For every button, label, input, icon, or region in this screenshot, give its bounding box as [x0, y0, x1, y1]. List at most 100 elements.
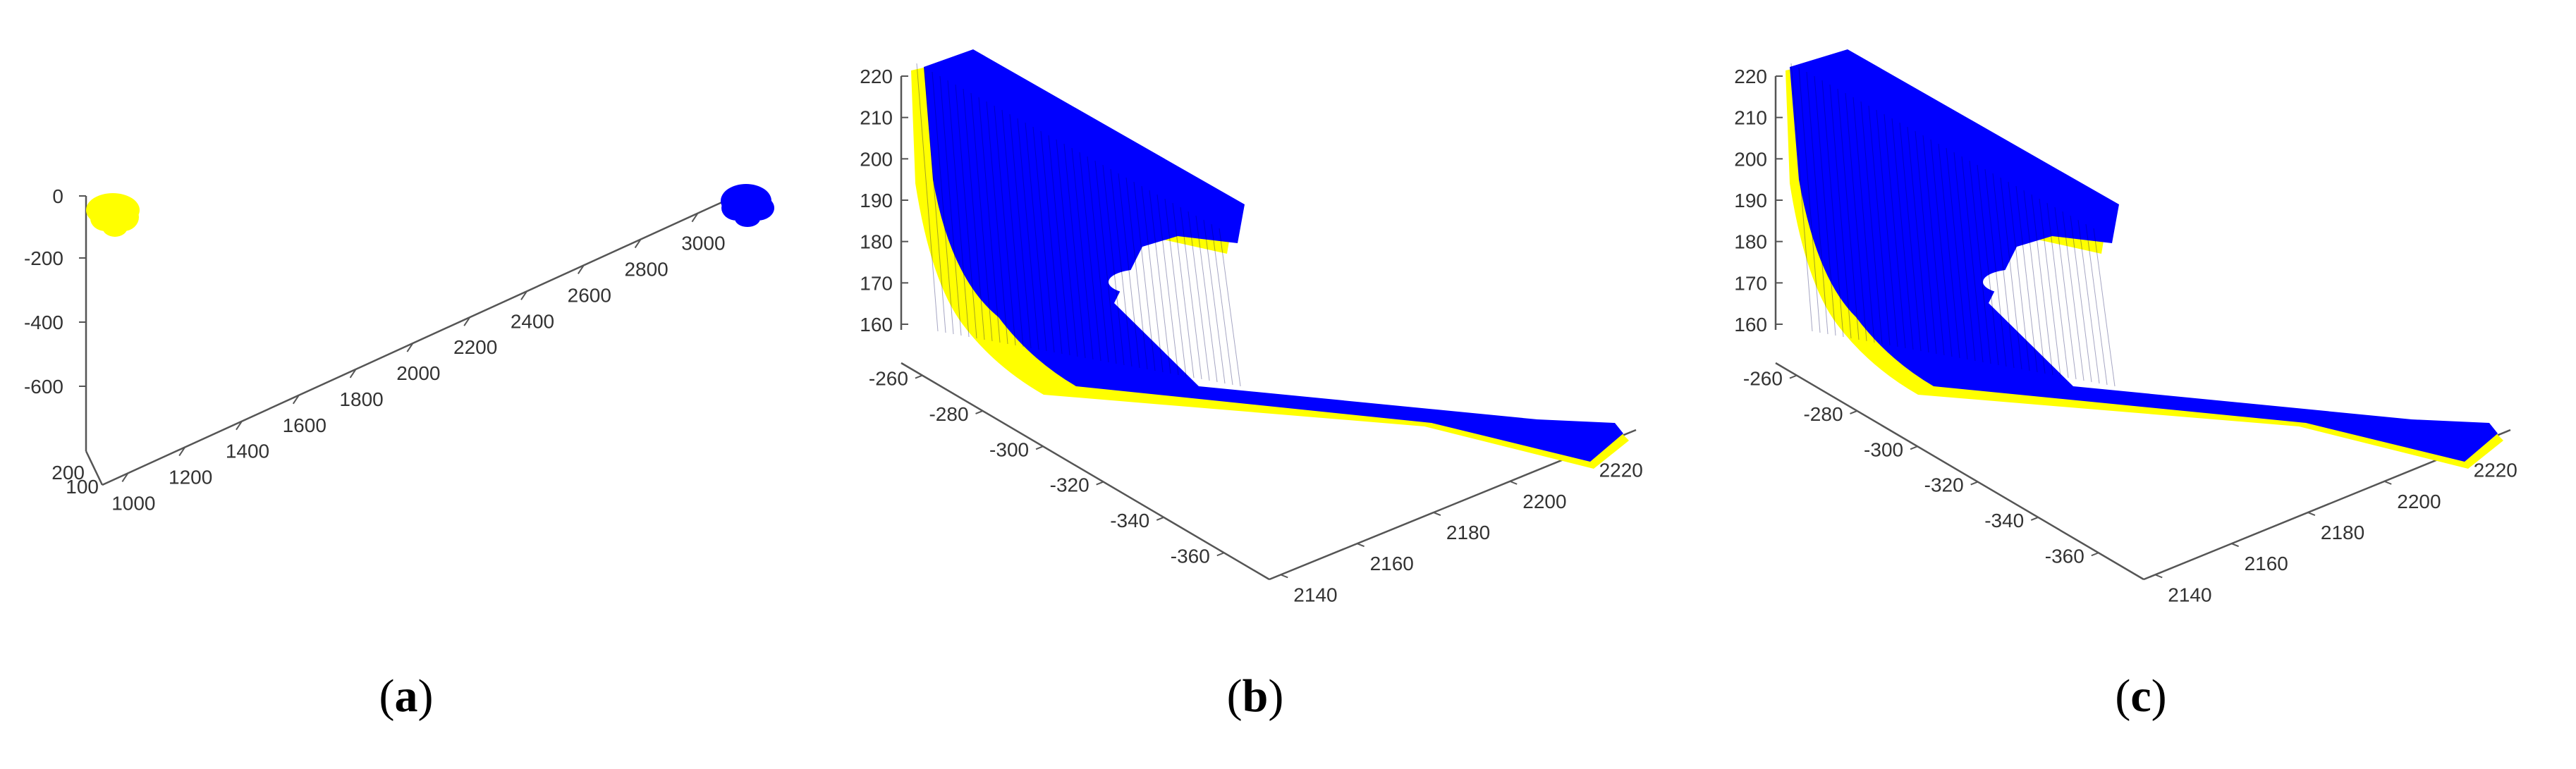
c-mesh-line — [2070, 215, 2092, 383]
b-mesh-lines — [916, 63, 1241, 387]
c-mesh-line — [1899, 122, 1922, 352]
caption-b-letter: b — [1242, 670, 1269, 722]
b-y-tick-mark — [975, 410, 983, 414]
b-mesh-line — [1164, 198, 1187, 377]
b-mesh-line — [1032, 126, 1055, 353]
c-mesh-line — [1806, 71, 1829, 335]
c-hole — [1983, 269, 2051, 295]
b-y-tick-label: -280 — [929, 403, 968, 425]
panel-c: 220 210 200 190 180 170 160 -260 -280 -300 -320 -34… — [1707, 0, 2576, 769]
c-mesh-line — [2077, 219, 2100, 384]
b-mesh-line — [916, 63, 939, 332]
a-z-tick-label: 0 — [52, 185, 63, 207]
b-mesh-line — [1063, 143, 1086, 359]
b-mesh-line — [1156, 194, 1179, 376]
b-y-tick-mark — [1156, 516, 1164, 521]
a-blue-point-cluster — [735, 210, 760, 227]
caption-a: (a) — [336, 670, 477, 723]
c-mesh-line — [2062, 211, 2084, 381]
b-mesh-line — [970, 92, 993, 342]
c-blue-surface — [1790, 49, 2498, 462]
c-mesh-line — [1946, 147, 1968, 360]
b-mesh-line — [1087, 156, 1109, 363]
c-mesh-line — [1992, 173, 2015, 369]
b-x-tick-label: 2180 — [1446, 522, 1490, 543]
b-x-tick-mark — [1509, 480, 1518, 485]
b-mesh-line — [924, 67, 946, 333]
b-mesh-line — [1017, 118, 1039, 350]
c-mesh-line — [1884, 113, 1906, 349]
caption-b: (b) — [1185, 670, 1326, 723]
c-mesh-line — [1961, 156, 1984, 363]
c-mesh-line — [1790, 63, 1813, 332]
c-mesh-line — [2000, 177, 2022, 370]
c-z-tick-label: 220 — [1734, 66, 1767, 87]
c-z-tick-label: 210 — [1734, 107, 1767, 129]
b-mesh-line — [1110, 168, 1133, 367]
b-y-tick-mark — [1096, 481, 1104, 486]
a-series-yellow — [86, 193, 140, 237]
b-y-tick-mark — [1035, 445, 1044, 450]
b-mesh-line — [1001, 109, 1024, 347]
c-mesh-line — [2008, 181, 2030, 371]
c-y-axis-line — [1775, 362, 2144, 581]
b-y-tick-label: -340 — [1110, 510, 1149, 531]
c-mesh-line — [1953, 152, 1976, 362]
c-mesh-line — [1837, 88, 1860, 340]
c-x-tick-label: 2140 — [2168, 584, 2211, 605]
c-mesh-line — [1852, 97, 1875, 343]
c-y-tick-label: -260 — [1743, 368, 1783, 390]
c-mesh-line — [1938, 143, 1960, 359]
b-blue-surface — [924, 49, 1623, 462]
a-x-tick-mark — [349, 369, 357, 379]
c-x-tick-label: 2180 — [2321, 522, 2364, 543]
c-mesh-line — [1868, 105, 1891, 346]
c-mesh-line — [1922, 135, 1945, 356]
c-y-tick-label: -360 — [2045, 545, 2084, 567]
a-x-tick-mark — [236, 421, 243, 431]
c-y-tick-mark — [1789, 374, 1797, 379]
b-series-blue — [924, 49, 1623, 462]
b-z-tick-label: 200 — [860, 148, 893, 170]
a-x-tick-label: 2200 — [453, 336, 497, 358]
b-mesh-line — [1219, 228, 1241, 387]
b-z-tick-label: 160 — [860, 314, 893, 336]
b-mesh-line — [1172, 202, 1195, 379]
b-mesh-line — [1040, 130, 1063, 355]
b-mesh-line — [1141, 185, 1164, 373]
a-x-tick-label: 1400 — [226, 441, 269, 462]
caption-a-close: ) — [417, 670, 434, 722]
b-mesh-line — [947, 80, 970, 338]
c-y-tick-mark — [1910, 445, 1918, 450]
c-mesh-line — [2031, 194, 2053, 376]
a-z-tick-label: -200 — [24, 247, 63, 269]
a-z-tick-label: -400 — [24, 312, 63, 333]
b-mesh-line — [1102, 164, 1125, 366]
a-x-tick-label: 3000 — [681, 233, 725, 254]
c-z-tick-label: 190 — [1734, 190, 1767, 211]
c-mesh-line — [2046, 202, 2069, 379]
c-mesh-line — [1891, 118, 1914, 350]
c-z-tick-label: 170 — [1734, 272, 1767, 294]
c-y-tick-mark — [2091, 552, 2099, 557]
b-z-tick-label: 220 — [860, 66, 893, 87]
a-y-tick-label: 100 — [66, 476, 99, 498]
b-x-tick-mark — [1280, 574, 1288, 579]
a-yellow-point-cluster — [102, 217, 128, 237]
a-x-tick-label: 1600 — [283, 414, 326, 436]
b-hole — [1109, 269, 1176, 295]
c-mesh-line — [2023, 190, 2046, 374]
panel-b: 220 210 200 190 180 170 160 -260 -280 -300 -320 -34… — [832, 0, 1707, 769]
chart-c-plot: 220 210 200 190 180 170 160 -260 -280 -300 -320 -34… — [1734, 49, 2517, 605]
c-mesh-line — [1798, 67, 1821, 333]
b-x-tick-label: 2140 — [1293, 584, 1337, 605]
a-x-tick-label: 1800 — [339, 388, 383, 410]
c-x-tick-mark — [2154, 574, 2163, 579]
b-mesh-line — [1048, 135, 1070, 356]
a-x-tick-mark — [121, 472, 129, 482]
caption-c: (c) — [2070, 670, 2211, 723]
c-y-tick-label: -340 — [1984, 510, 2024, 531]
b-x-tick-mark — [1357, 543, 1365, 548]
a-x-tick-mark — [406, 343, 414, 352]
c-x-tick-mark — [2307, 512, 2316, 516]
